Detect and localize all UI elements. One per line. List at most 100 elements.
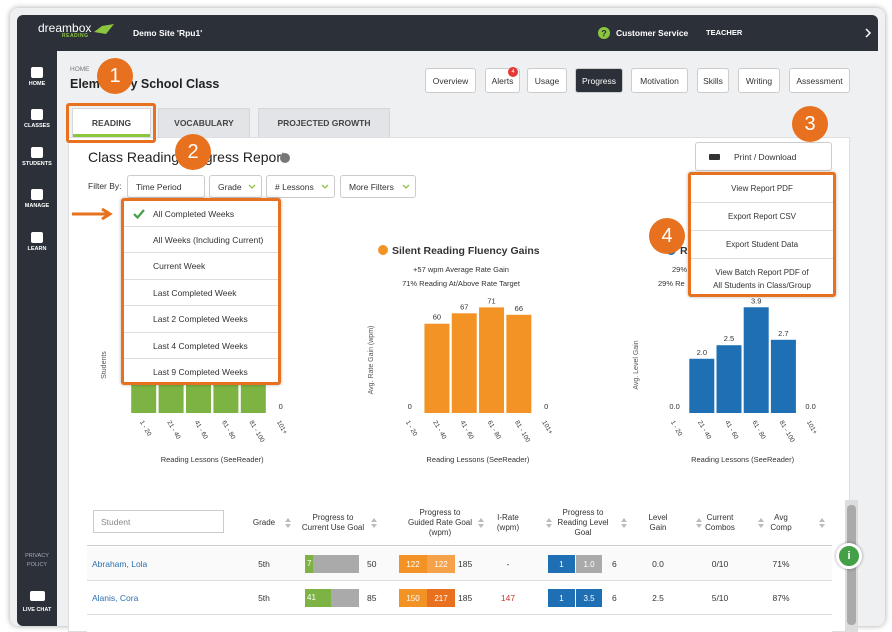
rate-current: 217: [427, 589, 455, 607]
column-header[interactable]: Comp: [770, 523, 792, 532]
filter-button[interactable]: Time Period: [127, 175, 205, 198]
chart-subtitle: +57 wpm Average Rate Gain: [413, 265, 509, 274]
menu-item[interactable]: All Weeks (Including Current): [124, 227, 278, 254]
filter-button[interactable]: Grade: [209, 175, 262, 198]
expand-arrow: [865, 28, 872, 38]
goal-target: 50: [367, 559, 377, 569]
rate-start: 150: [399, 589, 427, 607]
column-header[interactable]: Gain: [649, 523, 667, 532]
sidebar-label[interactable]: CLASSES: [24, 123, 50, 129]
menu-item[interactable]: Last 4 Completed Weeks: [124, 333, 278, 359]
privacy-line[interactable]: PRIVACY: [25, 553, 49, 559]
filter-label: Filter By:: [88, 181, 122, 191]
column-header[interactable]: Level: [648, 513, 668, 522]
column-header[interactable]: (wpm): [428, 528, 452, 537]
x-tick-label: 41 - 60: [459, 420, 475, 441]
column-header[interactable]: Current Use Goal: [301, 523, 365, 532]
column-header[interactable]: Progress to: [562, 508, 604, 517]
x-tick-label: 81 - 100: [248, 420, 266, 444]
sidebar-label[interactable]: STUDENTS: [22, 161, 52, 167]
export-item[interactable]: Export Student Data: [691, 231, 833, 259]
sidebar: [17, 51, 57, 626]
step-badge: 4: [649, 218, 685, 254]
column-header[interactable]: Grade: [252, 518, 276, 527]
sort-icon: [546, 518, 552, 528]
column-header[interactable]: (wpm): [496, 523, 520, 532]
privacy-line[interactable]: POLICY: [26, 562, 48, 568]
menu-item[interactable]: Last 9 Completed Weeks: [153, 367, 248, 378]
chat-icon: [30, 591, 45, 601]
nav-button[interactable]: Progress: [575, 68, 623, 93]
goal-fill: [305, 589, 332, 607]
chart-subtitle: 29% R: [672, 265, 695, 274]
nav-button[interactable]: Motivation: [631, 68, 688, 93]
student-name[interactable]: Alanis, Cora: [92, 593, 139, 603]
bar: [424, 323, 450, 413]
bar: [716, 345, 742, 413]
menu-item[interactable]: Last 2 Completed Weeks: [124, 307, 278, 333]
nav-button[interactable]: Usage: [527, 68, 567, 93]
column-header[interactable]: Avg: [774, 513, 788, 522]
filter-button[interactable]: # Lessons: [266, 175, 335, 198]
help-fab[interactable]: i: [836, 543, 862, 569]
help-q: ?: [601, 29, 607, 39]
sidebar-label[interactable]: LEARN: [27, 246, 47, 252]
column-header[interactable]: I-Rate: [497, 513, 519, 522]
x-tick-label: 21 - 40: [431, 420, 447, 441]
sort-arrows: [621, 518, 627, 528]
search-input[interactable]: Student: [93, 510, 224, 533]
export-item[interactable]: Export Report CSV: [691, 203, 833, 231]
tab[interactable]: PROJECTED GROWTH: [258, 108, 390, 137]
i-rate: -: [506, 559, 510, 569]
tab[interactable]: READING: [72, 108, 151, 137]
sidebar-label[interactable]: HOME: [28, 81, 46, 87]
nav-button[interactable]: Writing: [738, 68, 780, 93]
bar-value-label: 2.5: [724, 334, 734, 343]
icon-shape: [31, 109, 43, 120]
export-item[interactable]: View Report PDF: [691, 175, 833, 203]
chat-label[interactable]: LIVE CHAT: [22, 607, 52, 613]
nav-button[interactable]: Skills: [697, 68, 729, 93]
x-tick-label: 61 - 80: [750, 420, 766, 441]
goal-track: [305, 555, 359, 573]
sort-arrows: [371, 518, 377, 528]
column-header[interactable]: Combos: [705, 523, 735, 532]
customer-service[interactable]: Customer Service: [616, 28, 689, 38]
sidebar-icon: [31, 232, 43, 243]
x-axis-label: Reading Lessons (SeeReader): [161, 455, 264, 464]
help-circle: [598, 27, 610, 39]
breadcrumb[interactable]: HOME: [70, 66, 90, 73]
goal-value: 41: [307, 593, 316, 602]
tab[interactable]: VOCABULARY: [158, 108, 250, 137]
menu-item[interactable]: All Completed Weeks: [124, 201, 278, 227]
chevron: [321, 184, 329, 189]
menu-item[interactable]: Current Week: [124, 254, 278, 280]
nav-button[interactable]: Assessment: [789, 68, 850, 93]
goal-target: 85: [367, 593, 377, 603]
column-header[interactable]: Goal: [574, 528, 592, 537]
rate-target: 185: [458, 559, 473, 569]
table-row: [87, 547, 832, 581]
column-header[interactable]: Guided Rate Goal: [407, 518, 473, 527]
column-header[interactable]: Reading Level: [557, 518, 609, 527]
filter-chevron: [402, 184, 410, 189]
printer-icon: [709, 154, 720, 160]
menu-item[interactable]: Last Completed Week: [124, 280, 278, 307]
x-tick-label: 1 - 20: [138, 420, 153, 438]
export-item[interactable]: View Batch Report PDF of All Students in …: [691, 259, 833, 298]
nav-button[interactable]: Overview: [425, 68, 476, 93]
sidebar-icon: [31, 189, 43, 200]
student-name[interactable]: Abraham, Lola: [92, 559, 148, 569]
goal-fill: [305, 555, 313, 573]
sidebar-label[interactable]: MANAGE: [24, 203, 50, 209]
y-axis-label: Students: [101, 351, 108, 379]
filter-button[interactable]: More Filters: [340, 175, 416, 198]
sort-arrows: [478, 518, 484, 528]
rate-start: 122: [399, 555, 427, 573]
column-header[interactable]: Progress to: [419, 508, 461, 517]
column-header[interactable]: Progress to: [312, 513, 354, 522]
bar-value-label: 60: [433, 313, 441, 322]
pointer-arrow: [72, 207, 113, 221]
x-tick-label: 81 - 100: [513, 420, 531, 444]
column-header[interactable]: Current: [706, 513, 734, 522]
